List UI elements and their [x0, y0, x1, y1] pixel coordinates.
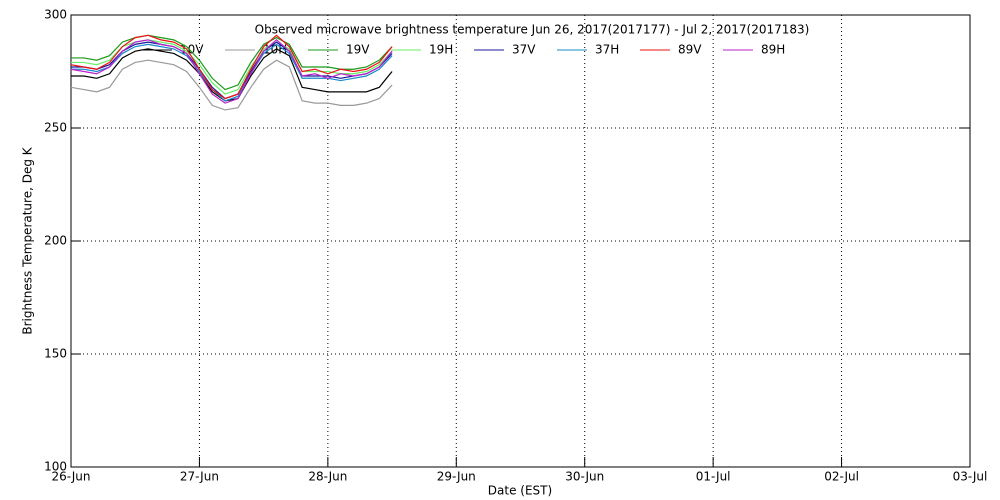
legend-label: 19V: [346, 43, 370, 57]
legend-label: 89H: [761, 43, 785, 57]
x-tick-label: 28-Jun: [308, 470, 347, 484]
series-line: [71, 34, 393, 91]
x-tick-label: 03-Jul: [953, 470, 988, 484]
y-axis-label: Brightness Temperature, Deg K: [21, 146, 35, 334]
chart-title: Observed microwave brightness temperatur…: [255, 23, 810, 37]
series-line: [71, 39, 393, 95]
x-tick-label: 29-Jun: [437, 470, 476, 484]
legend-label: 19H: [429, 43, 453, 57]
x-axis-label: Date (EST): [488, 484, 552, 498]
x-tick-label: 30-Jun: [565, 470, 604, 484]
y-tick-label: 300: [44, 8, 67, 22]
legend-label: 37V: [512, 43, 536, 57]
series-line: [70, 34, 393, 100]
x-tick-label: 02-Jul: [824, 470, 859, 484]
x-tick-label: 27-Jun: [180, 470, 219, 484]
y-tick-label: 150: [44, 347, 67, 361]
y-tick-label: 200: [44, 234, 67, 248]
y-tick-label: 100: [44, 460, 67, 474]
series-line: [70, 59, 393, 111]
y-tick-label: 250: [44, 121, 67, 135]
series-line: [70, 39, 393, 104]
series-line: [71, 48, 393, 102]
series-line: [71, 43, 393, 102]
legend-label: 89V: [678, 43, 702, 57]
legend-label: 37H: [595, 43, 619, 57]
x-tick-label: 26-Jun: [51, 470, 90, 484]
x-tick-label: 01-Jul: [696, 470, 731, 484]
